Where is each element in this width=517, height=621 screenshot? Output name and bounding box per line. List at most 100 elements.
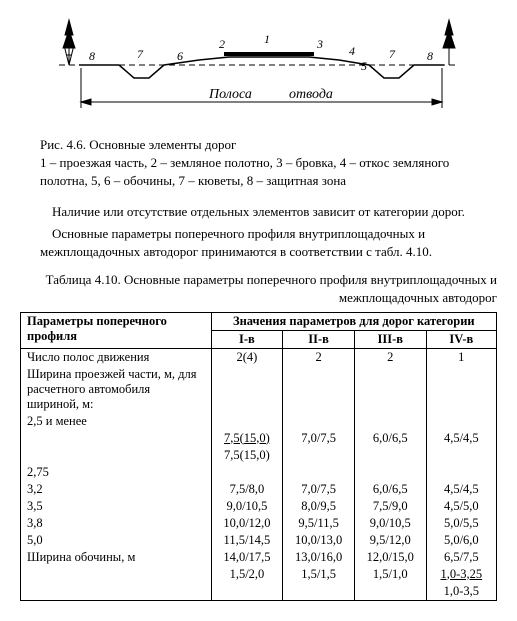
value-cell xyxy=(283,413,355,430)
table-header-row-1: Параметры поперечного профиля Значения п… xyxy=(21,312,497,330)
value-cell: 1 xyxy=(426,348,496,366)
table-row: 1,5/2,01,5/1,51,5/1,01,0-3,25 xyxy=(21,566,497,583)
value-cell: 8,0/9,5 xyxy=(283,498,355,515)
value-cell: 10,0/12,0 xyxy=(211,515,283,532)
svg-text:7: 7 xyxy=(389,47,396,61)
value-cell: 1,5/1,0 xyxy=(354,566,426,583)
parameters-table: Параметры поперечного профиля Значения п… xyxy=(20,312,497,601)
value-cell: 7,5(15,0) xyxy=(211,430,283,447)
param-cell: 3,2 xyxy=(21,481,212,498)
value-cell: 9,0/10,5 xyxy=(354,515,426,532)
value-cell: 6,0/6,5 xyxy=(354,481,426,498)
figure-label-otvoda: отвода xyxy=(289,87,333,102)
value-cell xyxy=(426,464,496,481)
value-cell: 4,5/4,5 xyxy=(426,481,496,498)
value-cell xyxy=(354,464,426,481)
table-header-param: Параметры поперечного профиля xyxy=(21,312,212,348)
table-row: Ширина проезжей части, м, для расчетного… xyxy=(21,366,497,413)
param-cell: Ширина проезжей части, м, для расчетного… xyxy=(21,366,212,413)
value-cell: 9,5/11,5 xyxy=(283,515,355,532)
value-cell: 1,0-3,25 xyxy=(426,566,496,583)
value-cell: 2(4) xyxy=(211,348,283,366)
svg-text:1: 1 xyxy=(264,32,270,46)
figure-label-polosa: Полоса xyxy=(208,87,252,102)
value-cell: 9,0/10,5 xyxy=(211,498,283,515)
value-cell xyxy=(211,583,283,601)
value-cell xyxy=(426,447,496,464)
value-cell: 4,5/4,5 xyxy=(426,430,496,447)
value-cell: 5,0/6,0 xyxy=(426,532,496,549)
value-cell: 5,0/5,5 xyxy=(426,515,496,532)
param-cell xyxy=(21,566,212,583)
table-row: 7,5(15,0)7,0/7,56,0/6,54,5/4,5 xyxy=(21,430,497,447)
svg-text:2: 2 xyxy=(219,37,225,51)
value-cell: 14,0/17,5 xyxy=(211,549,283,566)
table-row: 3,59,0/10,58,0/9,57,5/9,04,5/5,0 xyxy=(21,498,497,515)
table-header-values: Значения параметров для дорог категории xyxy=(211,312,496,330)
paragraph-2: Основные параметры поперечного профиля в… xyxy=(40,225,497,261)
param-cell: 2,5 и менее xyxy=(21,413,212,430)
param-cell: Ширина обочины, м xyxy=(21,549,212,566)
cat-2: II-в xyxy=(283,330,355,348)
table-row: 3,27,5/8,07,0/7,56,0/6,54,5/4,5 xyxy=(21,481,497,498)
table-title: Таблица 4.10. Основные параметры попереч… xyxy=(40,271,497,307)
param-cell xyxy=(21,447,212,464)
paragraph-1: Наличие или отсутствие отдельных элемент… xyxy=(40,203,497,221)
value-cell: 13,0/16,0 xyxy=(283,549,355,566)
svg-text:8: 8 xyxy=(427,49,433,63)
value-cell: 2 xyxy=(283,348,355,366)
table-row: 1,0-3,5 xyxy=(21,583,497,601)
value-cell: 7,5/8,0 xyxy=(211,481,283,498)
value-cell xyxy=(211,366,283,413)
road-cross-section-figure: 8 7 6 2 1 3 4 5 7 8 Полоса отвода xyxy=(10,10,507,124)
value-cell: 7,0/7,5 xyxy=(283,430,355,447)
figure-caption-title: Рис. 4.6. Основные элементы дорог xyxy=(40,136,497,154)
value-cell: 7,5(15,0) xyxy=(211,447,283,464)
value-cell xyxy=(211,413,283,430)
value-cell: 11,5/14,5 xyxy=(211,532,283,549)
table-row: 3,810,0/12,09,5/11,59,0/10,55,0/5,5 xyxy=(21,515,497,532)
value-cell xyxy=(283,447,355,464)
value-cell: 1,5/2,0 xyxy=(211,566,283,583)
svg-text:4: 4 xyxy=(349,44,355,58)
cat-1: I-в xyxy=(211,330,283,348)
figure-svg: 8 7 6 2 1 3 4 5 7 8 Полоса отвода xyxy=(49,10,469,120)
value-cell xyxy=(211,464,283,481)
table-row: Число полос движения2(4)221 xyxy=(21,348,497,366)
value-cell: 6,5/7,5 xyxy=(426,549,496,566)
value-cell: 1,0-3,5 xyxy=(426,583,496,601)
value-cell xyxy=(354,413,426,430)
value-cell: 4,5/5,0 xyxy=(426,498,496,515)
value-cell: 12,0/15,0 xyxy=(354,549,426,566)
param-cell xyxy=(21,583,212,601)
value-cell xyxy=(354,447,426,464)
value-cell xyxy=(283,366,355,413)
table-row: 2,5 и менее xyxy=(21,413,497,430)
table-row: Ширина обочины, м14,0/17,513,0/16,012,0/… xyxy=(21,549,497,566)
param-cell: 3,8 xyxy=(21,515,212,532)
value-cell xyxy=(283,464,355,481)
value-cell xyxy=(426,413,496,430)
svg-text:6: 6 xyxy=(177,49,183,63)
value-cell: 7,5/9,0 xyxy=(354,498,426,515)
svg-text:5: 5 xyxy=(361,59,367,73)
table-row: 2,75 xyxy=(21,464,497,481)
value-cell: 7,0/7,5 xyxy=(283,481,355,498)
table-row: 7,5(15,0) xyxy=(21,447,497,464)
value-cell: 10,0/13,0 xyxy=(283,532,355,549)
value-cell: 2 xyxy=(354,348,426,366)
svg-text:3: 3 xyxy=(316,37,323,51)
param-cell xyxy=(21,430,212,447)
value-cell: 9,5/12,0 xyxy=(354,532,426,549)
svg-text:7: 7 xyxy=(137,47,144,61)
param-cell: Число полос движения xyxy=(21,348,212,366)
param-cell: 3,5 xyxy=(21,498,212,515)
cat-3: III-в xyxy=(354,330,426,348)
figure-caption-legend: 1 – проезжая часть, 2 – земляное полотно… xyxy=(40,154,497,190)
value-cell xyxy=(354,366,426,413)
value-cell: 6,0/6,5 xyxy=(354,430,426,447)
cat-4: IV-в xyxy=(426,330,496,348)
svg-text:8: 8 xyxy=(89,49,95,63)
param-cell: 5,0 xyxy=(21,532,212,549)
value-cell xyxy=(283,583,355,601)
